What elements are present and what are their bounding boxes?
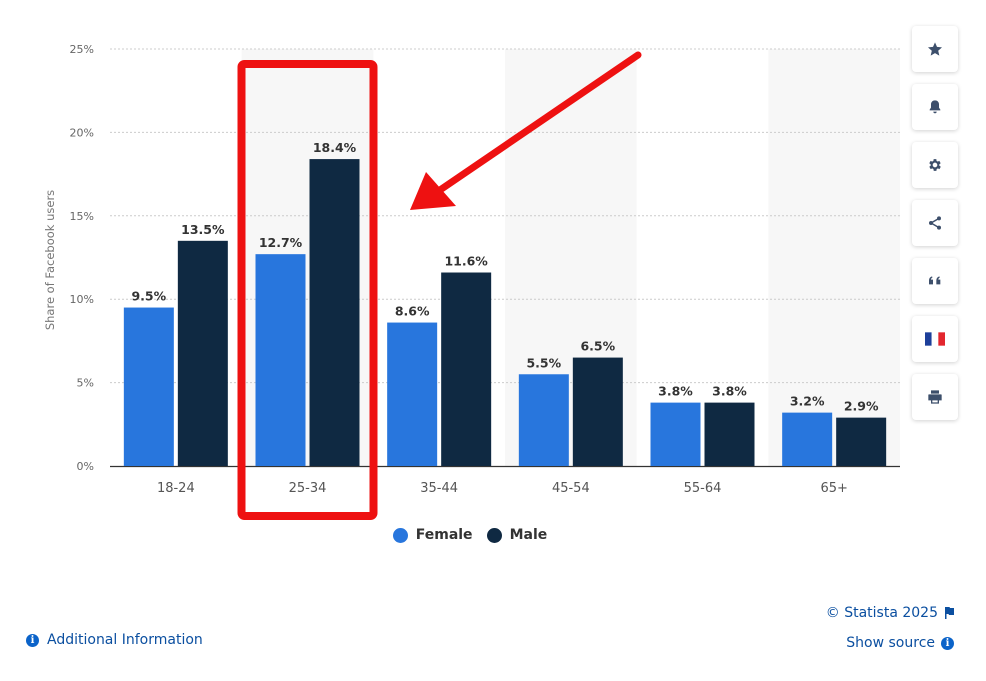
category-bands xyxy=(241,49,900,466)
info-icon: i xyxy=(941,636,954,650)
legend-male[interactable]: Male xyxy=(486,527,548,543)
chart-toolbar xyxy=(912,26,958,420)
bar-female xyxy=(387,322,438,466)
data-label: 2.9% xyxy=(844,399,879,414)
legend-male-label: Male xyxy=(509,527,548,543)
bar-female xyxy=(123,307,174,466)
bar-female xyxy=(518,374,569,466)
legend-female-marker xyxy=(392,527,408,543)
x-tick-label: 45-54 xyxy=(552,481,590,496)
gridlines: 0% 5% 10% 15% 20% 25% xyxy=(70,43,900,473)
legend-male-marker xyxy=(486,527,502,543)
print-button[interactable] xyxy=(912,374,958,420)
star-icon xyxy=(928,42,942,56)
y-tick-label: 15% xyxy=(70,210,94,223)
copyright-text[interactable]: © Statista 2025 xyxy=(825,605,938,621)
data-label: 8.6% xyxy=(395,304,430,319)
data-label: 12.7% xyxy=(259,235,303,250)
data-label: 6.5% xyxy=(580,339,615,354)
notification-button[interactable] xyxy=(912,84,958,130)
show-source-link[interactable]: Show source i xyxy=(826,634,954,652)
bar-male xyxy=(836,417,887,466)
french-flag-icon xyxy=(925,332,945,346)
bar-male xyxy=(572,357,623,466)
legend-female-label: Female xyxy=(415,527,473,543)
favorite-button[interactable] xyxy=(912,26,958,72)
bar-female xyxy=(650,402,701,466)
category-band xyxy=(768,49,900,466)
cite-button[interactable] xyxy=(912,258,958,304)
y-tick-label: 10% xyxy=(70,293,94,306)
show-source-label: Show source xyxy=(846,635,935,651)
quote-icon xyxy=(929,276,941,285)
y-tick-label: 0% xyxy=(77,460,94,473)
language-button[interactable] xyxy=(912,316,958,362)
highlight-box xyxy=(237,60,378,520)
settings-button[interactable] xyxy=(912,142,958,188)
x-tick-label: 55-64 xyxy=(684,481,722,496)
flag-icon[interactable] xyxy=(944,607,954,619)
bar-male xyxy=(441,272,492,466)
bar-male xyxy=(704,402,755,466)
arrow-head xyxy=(410,172,456,210)
bell-icon xyxy=(929,100,941,114)
data-label: 3.8% xyxy=(712,384,747,399)
bar-male xyxy=(177,240,228,466)
share-button[interactable] xyxy=(912,200,958,246)
x-tick-label: 65+ xyxy=(820,481,847,496)
x-tick-label: 25-34 xyxy=(289,481,327,496)
copyright-line: © Statista 2025 xyxy=(826,604,954,622)
bar-female xyxy=(782,412,833,466)
data-label: 13.5% xyxy=(181,222,225,237)
data-label: 3.2% xyxy=(790,394,825,409)
share-icon xyxy=(929,216,941,230)
y-tick-label: 25% xyxy=(70,43,94,56)
additional-information-link[interactable]: i Additional Information xyxy=(26,632,203,648)
print-icon xyxy=(928,390,942,404)
x-tick-label: 35-44 xyxy=(420,481,458,496)
bar-male xyxy=(309,159,360,466)
legend: Female Male xyxy=(0,527,940,543)
footer-right: © Statista 2025 Show source i xyxy=(826,604,954,652)
y-tick-label: 5% xyxy=(77,377,94,390)
data-label: 3.8% xyxy=(658,384,693,399)
additional-information-label: Additional Information xyxy=(47,632,203,648)
arrow-shaft xyxy=(436,51,642,194)
bar-female xyxy=(255,254,306,466)
gear-icon xyxy=(929,159,941,171)
data-label: 9.5% xyxy=(131,289,166,304)
x-tick-label: 18-24 xyxy=(157,481,195,496)
data-label: 18.4% xyxy=(313,140,357,155)
legend-female[interactable]: Female xyxy=(392,527,473,543)
data-label: 5.5% xyxy=(526,355,561,370)
y-tick-label: 20% xyxy=(70,126,94,139)
annotations xyxy=(237,51,642,520)
y-axis-title: Share of Facebook users xyxy=(43,190,57,330)
bars xyxy=(123,159,887,466)
data-label: 11.6% xyxy=(444,254,488,269)
labels: 9.5% 13.5% 18-24 12.7% 18.4% 25-34 8.6% 11.6% 35… xyxy=(131,140,878,496)
info-icon: i xyxy=(26,633,39,647)
